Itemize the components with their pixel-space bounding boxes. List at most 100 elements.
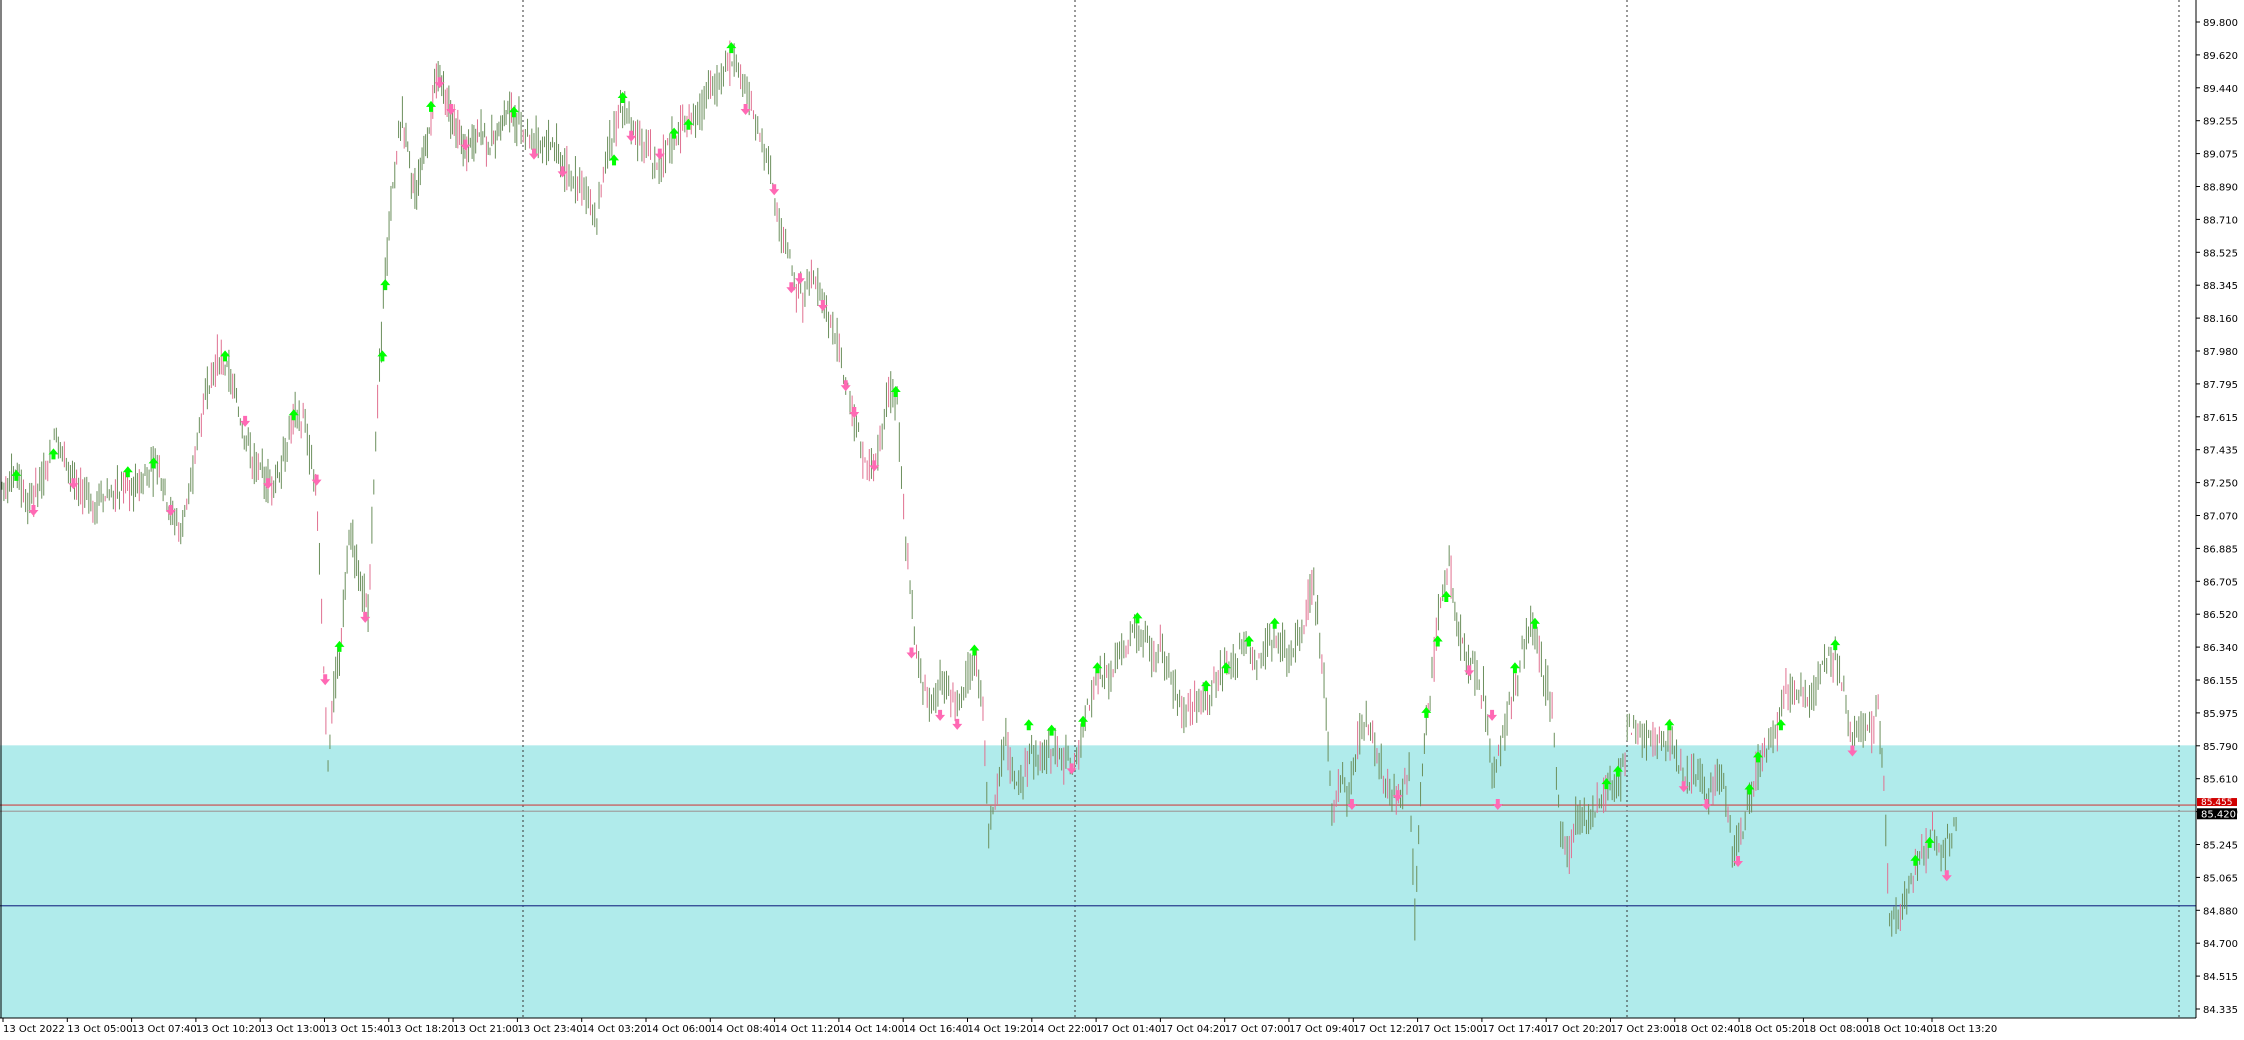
up-arrow-icon <box>122 466 133 478</box>
time-tick-label: 13 Oct 21:00 <box>453 1024 518 1035</box>
up-arrow-icon <box>11 469 22 481</box>
time-tick-label: 17 Oct 20:20 <box>1546 1024 1611 1035</box>
up-arrow-icon <box>1421 706 1432 718</box>
price-tick-label: 85.065 <box>2203 873 2238 884</box>
up-arrow-icon <box>377 350 388 362</box>
down-arrow-icon <box>906 647 917 659</box>
down-arrow-icon <box>1066 763 1077 775</box>
price-tick-label: 85.610 <box>2203 775 2238 786</box>
time-tick-label: 14 Oct 19:20 <box>968 1024 1033 1035</box>
up-arrow-icon <box>1744 783 1755 795</box>
up-arrow-icon <box>220 350 231 362</box>
horizontal-lines <box>0 804 2196 907</box>
down-arrow-icon <box>528 148 539 160</box>
up-arrow-icon <box>1529 617 1540 629</box>
time-tick-label: 13 Oct 23:40 <box>517 1024 582 1035</box>
up-arrow-icon <box>969 644 980 656</box>
down-arrow-icon <box>1392 790 1403 802</box>
up-arrow-icon <box>1432 635 1443 647</box>
up-arrow-icon <box>380 279 391 291</box>
down-arrow-icon <box>1733 856 1744 868</box>
down-arrow-icon <box>1346 799 1357 811</box>
time-tick-label: 13 Oct 2022 <box>3 1024 65 1035</box>
down-arrow-icon <box>1847 745 1858 757</box>
time-tick-label: 18 Oct 10:40 <box>1868 1024 1933 1035</box>
price-tick-label: 88.710 <box>2203 215 2238 226</box>
price-tick-label: 85.245 <box>2203 841 2238 852</box>
zone-rect <box>0 745 2196 1018</box>
up-arrow-icon <box>1664 719 1675 731</box>
up-arrow-icon <box>1092 662 1103 674</box>
last-price-marker <box>2197 808 2237 820</box>
time-tick-label: 17 Oct 23:00 <box>1611 1024 1676 1035</box>
time-tick-label: 17 Oct 04:20 <box>1160 1024 1225 1035</box>
down-arrow-icon <box>849 406 860 418</box>
down-arrow-icon <box>1492 799 1503 811</box>
price-tick-label: 89.620 <box>2203 51 2238 62</box>
time-tick-label: 17 Oct 17:40 <box>1482 1024 1547 1035</box>
up-arrow-icon <box>1132 612 1143 624</box>
time-tick-label: 13 Oct 13:00 <box>260 1024 325 1035</box>
up-arrow-icon <box>1601 778 1612 790</box>
down-arrow-icon <box>740 104 751 116</box>
time-tick-label: 14 Oct 14:00 <box>839 1024 904 1035</box>
up-arrow-icon <box>1775 719 1786 731</box>
price-tick-label: 87.615 <box>2203 413 2238 424</box>
time-tick-label: 18 Oct 13:20 <box>1932 1024 1997 1035</box>
time-tick-label: 17 Oct 12:20 <box>1353 1024 1418 1035</box>
down-arrow-icon <box>935 709 946 721</box>
down-arrow-icon <box>869 460 880 472</box>
up-arrow-icon <box>1612 765 1623 777</box>
price-tick-label: 86.885 <box>2203 544 2238 555</box>
price-tick-label: 84.700 <box>2203 939 2238 950</box>
down-arrow-icon <box>262 478 273 490</box>
price-tick-label: 87.250 <box>2203 479 2238 490</box>
bid-price-marker <box>2197 798 2237 807</box>
up-arrow-icon <box>288 409 299 421</box>
price-tick-label: 88.160 <box>2203 314 2238 325</box>
up-arrow-icon <box>1269 617 1280 629</box>
time-tick-label: 14 Oct 22:00 <box>1032 1024 1097 1035</box>
up-arrow-icon <box>1753 751 1764 763</box>
down-arrow-icon <box>1464 665 1475 677</box>
up-arrow-icon <box>148 457 159 469</box>
time-tick-label: 17 Oct 07:00 <box>1225 1024 1290 1035</box>
up-arrow-icon <box>617 92 628 104</box>
time-tick-label: 13 Oct 15:40 <box>325 1024 390 1035</box>
up-arrow-icon <box>426 100 436 112</box>
price-tick-label: 89.255 <box>2203 117 2238 128</box>
time-tick-label: 13 Oct 10:20 <box>196 1024 261 1035</box>
down-arrow-icon <box>1941 870 1952 882</box>
support-zone <box>0 745 2196 1018</box>
time-tick-label: 14 Oct 08:40 <box>710 1024 775 1035</box>
down-arrow-icon <box>311 474 322 486</box>
up-arrow-icon <box>1243 635 1254 647</box>
price-tick-label: 84.335 <box>2203 1005 2238 1016</box>
up-arrow-icon <box>1830 639 1841 651</box>
down-arrow-icon <box>840 380 851 392</box>
time-tick-label: 14 Oct 03:20 <box>582 1024 647 1035</box>
price-tick-label: 84.515 <box>2203 972 2238 983</box>
price-tick-label: 89.075 <box>2203 150 2238 161</box>
down-arrow-icon <box>817 300 828 312</box>
price-tick-label: 87.435 <box>2203 446 2238 457</box>
price-tick-label: 85.975 <box>2203 709 2238 720</box>
price-tick-label: 86.340 <box>2203 643 2238 654</box>
price-tick-label: 87.070 <box>2203 512 2238 523</box>
down-arrow-icon <box>786 282 797 294</box>
down-arrow-icon <box>626 130 637 142</box>
time-tick-label: 14 Oct 06:00 <box>646 1024 711 1035</box>
price-tick-label: 87.795 <box>2203 380 2238 391</box>
down-arrow-icon <box>68 478 79 490</box>
down-arrow-icon <box>165 504 176 516</box>
time-tick-label: 17 Oct 09:40 <box>1289 1024 1354 1035</box>
bid-price-label: 85.455 <box>2201 798 2233 808</box>
down-arrow-icon <box>460 139 471 151</box>
down-arrow-icon <box>794 273 805 285</box>
signal-arrows <box>11 42 1952 882</box>
price-tick-label: 88.525 <box>2203 248 2238 259</box>
up-arrow-icon <box>1924 836 1935 848</box>
down-arrow-icon <box>1487 709 1498 721</box>
